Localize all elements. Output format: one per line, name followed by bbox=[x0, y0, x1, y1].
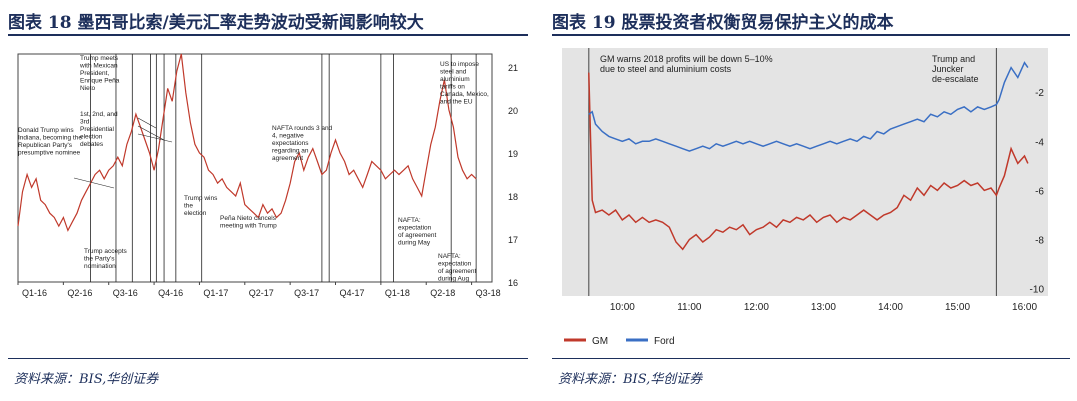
annotation-arrow bbox=[137, 133, 173, 143]
plot-frame bbox=[17, 53, 493, 283]
y-tick-label: 21 bbox=[508, 63, 518, 73]
x-tick-label: Q1-17 bbox=[203, 288, 228, 298]
left-source-rule bbox=[8, 358, 528, 359]
x-tick-label: 10:00 bbox=[610, 302, 635, 313]
left-title-rule bbox=[8, 34, 528, 36]
annotation: Trump wins the election bbox=[184, 195, 218, 217]
annotation: Trump meets with Mexican President, Enrique… bbox=[79, 55, 120, 92]
right-panel-title: 图表 19 股票投资者权衡贸易保护主义的成本 bbox=[552, 13, 894, 33]
x-tick-label: Q4-16 bbox=[158, 288, 183, 298]
annotation-arrow bbox=[137, 117, 157, 129]
x-tick-label: Q2-18 bbox=[430, 288, 455, 298]
annotation: GM warns 2018 profits will be down 5–10%… bbox=[600, 54, 773, 74]
annotation: Trump accepts the Party's nomination bbox=[84, 248, 127, 270]
left-panel-title: 图表 18 墨西哥比索/美元汇率走势波动受新闻影响较大 bbox=[8, 13, 424, 33]
x-tick-label: Q2-17 bbox=[249, 288, 274, 298]
y-tick-label: -2 bbox=[1035, 88, 1044, 99]
right-source-rule bbox=[552, 358, 1070, 359]
x-tick-label: 13:00 bbox=[811, 302, 836, 313]
stock-reaction-chart: -2 -4 -6 -8 -10 10:00 11:00 12:00 13:00 14:00 15:0… bbox=[562, 48, 1048, 347]
annotation: NAFTA: expectation of agreement during Aug bbox=[438, 253, 476, 283]
y-tick-label: -4 bbox=[1035, 137, 1044, 148]
x-tick-label: 12:00 bbox=[744, 302, 769, 313]
y-tick-label: 16 bbox=[508, 278, 518, 288]
x-tick-label: 15:00 bbox=[945, 302, 970, 313]
y-tick-label: 18 bbox=[508, 192, 518, 202]
x-tick-label: Q1-16 bbox=[22, 288, 47, 298]
annotation: 1st, 2nd, and 3rd Presidential election deba… bbox=[80, 111, 118, 148]
y-tick-label: 20 bbox=[508, 106, 518, 116]
series-line-mxn bbox=[17, 53, 477, 232]
x-tick-label: Q2-16 bbox=[67, 288, 92, 298]
y-tick-label: 17 bbox=[508, 235, 518, 245]
x-tick-label: Q1-18 bbox=[385, 288, 410, 298]
legend-label-gm: GM bbox=[592, 336, 608, 347]
right-source: 资料来源：BIS,华创证券 bbox=[558, 372, 703, 387]
x-tick-label: 11:00 bbox=[677, 302, 702, 313]
annotation: US to impose steel and aluminium tariffs on… bbox=[440, 61, 489, 106]
series-line-gm bbox=[588, 72, 1029, 251]
annotation: Peña Nieto cancels meeting with Trump bbox=[220, 215, 277, 230]
left-source: 资料来源：BIS,华创证券 bbox=[14, 372, 159, 387]
annotation: NAFTA: expectation of agreement during May bbox=[398, 217, 436, 247]
x-tick-label: 14:00 bbox=[878, 302, 903, 313]
annotation: Trump and Juncker de-escalate bbox=[932, 54, 979, 84]
peso-dollar-chart: 16 17 18 19 20 21 Q1-16 Q2-16 Q3-16 Q4-16 Q1-17 Q2-… bbox=[17, 53, 518, 298]
annotation-arrow bbox=[73, 177, 115, 189]
annotation-arrow bbox=[137, 125, 165, 141]
x-tick-label: Q4-17 bbox=[340, 288, 365, 298]
annotation: NAFTA rounds 3 and 4, negative expectation… bbox=[272, 125, 333, 162]
annotation: Donald Trump wins Indiana, becoming the Re… bbox=[18, 127, 82, 157]
x-tick-label: Q3-18 bbox=[476, 288, 501, 298]
x-tick-label: Q3-17 bbox=[294, 288, 319, 298]
x-tick-label: 16:00 bbox=[1012, 302, 1037, 313]
y-tick-label: 19 bbox=[508, 149, 518, 159]
y-tick-label: -6 bbox=[1035, 186, 1044, 197]
plot-background bbox=[562, 48, 1048, 296]
y-tick-label: -10 bbox=[1030, 285, 1045, 296]
legend-label-ford: Ford bbox=[654, 336, 675, 347]
x-tick-label: Q3-16 bbox=[113, 288, 138, 298]
y-tick-label: -8 bbox=[1035, 236, 1044, 247]
right-title-rule bbox=[552, 34, 1070, 36]
series-line-ford bbox=[588, 61, 1029, 152]
